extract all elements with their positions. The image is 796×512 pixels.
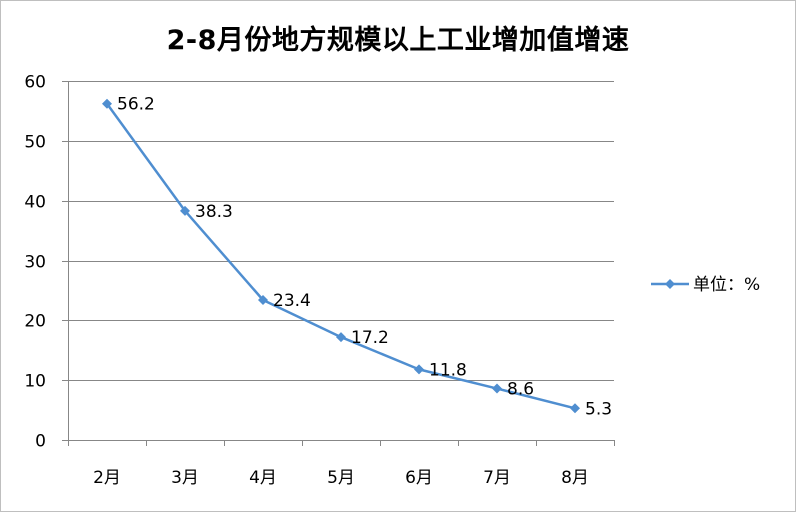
data-point-marker [414, 364, 424, 375]
data-point-marker [258, 294, 268, 305]
y-tick-label: 10 [24, 372, 46, 392]
data-label: 5.3 [585, 399, 612, 419]
data-point-marker [336, 332, 346, 343]
x-tick-label: 4月 [249, 468, 277, 488]
gridlines [68, 81, 614, 381]
data-labels: 56.2 38.3 23.4 17.2 11.8 8.6 5.3 [117, 95, 612, 420]
x-tick-label: 7月 [483, 468, 511, 488]
x-tick-label: 8月 [561, 468, 589, 488]
data-label: 8.6 [507, 380, 534, 400]
legend-label: 单位：% [693, 275, 760, 295]
data-label: 56.2 [117, 95, 155, 115]
x-tick-label: 6月 [405, 468, 433, 488]
legend: 单位：% [651, 275, 760, 295]
data-label: 23.4 [273, 291, 311, 311]
chart-title: 2-8月份地方规模以上工业增加值增速 [166, 25, 630, 56]
series-layer [102, 98, 580, 414]
data-label: 17.2 [351, 328, 389, 348]
data-label: 11.8 [429, 360, 467, 380]
y-tick-label: 0 [35, 432, 46, 452]
data-point-marker [492, 383, 502, 394]
y-tick-label: 30 [24, 253, 46, 273]
data-point-marker [102, 98, 112, 109]
data-point-marker [180, 205, 190, 216]
axes: 0 10 20 30 40 50 60 2月 3月 4月 5月 6月 7月 8月 [24, 73, 615, 488]
series-line [105, 103, 576, 410]
y-tick-label: 40 [24, 193, 46, 213]
x-tick-label: 5月 [327, 468, 355, 488]
y-tick-label: 50 [24, 133, 46, 153]
x-tick-label: 2月 [93, 468, 121, 488]
data-label: 38.3 [195, 202, 233, 222]
y-tick-label: 60 [24, 73, 46, 93]
data-point-marker [570, 403, 580, 414]
y-tick-label: 20 [24, 312, 46, 332]
legend-marker-icon [665, 279, 675, 289]
x-tick-label: 3月 [171, 468, 199, 488]
